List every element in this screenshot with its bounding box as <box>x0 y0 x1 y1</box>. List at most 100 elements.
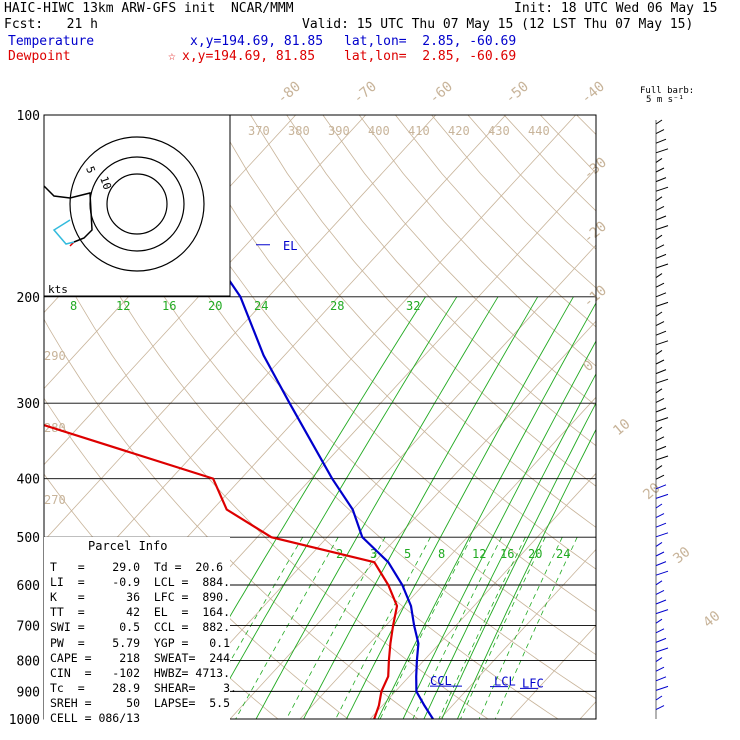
parcel-info-panel: Parcel Info T = 29.0 Td = 20.6 LI = -0.9 … <box>44 537 237 727</box>
wind-barb <box>655 695 663 701</box>
dewpoint-latlon: lat,lon= 2.85, -60.69 <box>344 49 517 64</box>
hodograph-ring-label: 10 <box>97 175 114 192</box>
isotherm <box>0 115 16 719</box>
mixing-label-upper: 20 <box>208 299 222 313</box>
parcel-row: LI = -0.9 LCL = 884. <box>50 575 231 590</box>
dry-adiabat <box>213 115 596 528</box>
mixing-ratio-line <box>206 296 458 719</box>
isotherm-label-right: 0 <box>580 357 597 375</box>
mixing-label-upper: 16 <box>162 299 176 313</box>
isotherm <box>44 115 436 542</box>
isotherm-label-top: -50 <box>502 79 532 108</box>
theta-e-label: 420 <box>448 124 470 138</box>
dry-adiabat <box>613 115 740 719</box>
wind-barb <box>655 138 667 144</box>
pressure-label-1000: 1000 <box>9 713 40 728</box>
theta-e-label: 370 <box>248 124 270 138</box>
dry-adiabat <box>177 115 596 570</box>
wind-barb <box>655 657 663 663</box>
wind-barb <box>655 628 665 634</box>
parcel-row: CAPE = 218 SWEAT= 244 <box>50 650 231 665</box>
isotherm-label-right: -20 <box>580 219 610 248</box>
wind-barb <box>655 484 667 490</box>
wind-barb <box>655 637 667 643</box>
wind-barb <box>655 705 665 711</box>
wind-barb <box>655 129 665 135</box>
wind-barb <box>655 493 669 499</box>
wind-barb <box>655 148 669 154</box>
wind-barb <box>655 618 663 624</box>
pressure-label-700: 700 <box>17 619 40 634</box>
wind-barb <box>655 349 663 355</box>
dry-adiabat <box>286 115 596 447</box>
moist-adiabat-line <box>335 537 431 719</box>
moist-adiabat-line <box>438 537 526 719</box>
pressure-label-900: 900 <box>17 685 40 700</box>
wind-barb <box>655 263 669 269</box>
wind-barb <box>655 369 667 375</box>
wind-barb <box>655 119 663 125</box>
isotherm <box>229 320 596 719</box>
pressure-label-200: 200 <box>17 291 40 306</box>
wind-barb <box>655 561 667 567</box>
wind-barb <box>655 225 669 231</box>
theta-label: 290 <box>44 349 66 363</box>
parcel-row: K = 36 LFC = 890. <box>50 590 231 605</box>
parcel-row: TT = 42 EL = 164. <box>50 605 231 620</box>
isotherm-label-right: 30 <box>670 544 693 567</box>
moist-adiabat-line <box>460 537 546 719</box>
wind-barb <box>655 301 669 307</box>
mixing-label-lower: 12 <box>472 547 486 561</box>
isotherm <box>579 701 596 719</box>
wind-barb <box>655 426 663 432</box>
pressure-label-100: 100 <box>17 109 40 124</box>
isotherm-label-right: 20 <box>640 480 663 503</box>
dry-adiabat <box>250 115 596 487</box>
dry-adiabat <box>467 115 596 250</box>
forecast-hour: Fcst: 21 h <box>4 17 98 32</box>
parcel-row: CIN = -102 HWBZ= 4713. <box>50 665 231 680</box>
wind-barb <box>655 474 665 480</box>
wind-barb <box>655 580 663 586</box>
isotherm <box>44 115 506 618</box>
mixing-label-upper: 28 <box>330 299 344 313</box>
wind-barb <box>655 503 663 509</box>
wind-barb <box>655 321 665 327</box>
wind-barb <box>655 273 663 279</box>
wind-barb <box>655 609 669 615</box>
moist-adiabat-line <box>286 537 386 719</box>
wind-barb <box>655 205 665 211</box>
dry-adiabat <box>44 318 419 719</box>
mixing-label-lower: 20 <box>528 547 542 561</box>
dry-adiabat <box>44 142 559 719</box>
mixing-ratio-line <box>456 428 596 719</box>
isotherm-label-right: 10 <box>610 416 633 439</box>
mixing-label-lower: 3 <box>370 547 377 561</box>
pressure-label-300: 300 <box>17 397 40 412</box>
moist-adiabat-line <box>379 537 472 719</box>
wind-barb <box>655 666 665 672</box>
dry-adiabat <box>105 115 596 656</box>
theta-e-label: 440 <box>528 124 550 138</box>
wind-barb <box>655 513 665 519</box>
dry-adiabat <box>576 115 596 136</box>
wind-barb <box>655 570 669 576</box>
theta-e-label: 400 <box>368 124 390 138</box>
model-title: HAIC-HIWC 13km ARW-GFS init NCAR/MMM <box>4 1 294 16</box>
mixing-label-lower: 5 <box>404 547 411 561</box>
isotherm-label-top: -40 <box>578 79 608 108</box>
wind-barb <box>655 311 663 317</box>
wind-barb <box>655 522 667 528</box>
temperature-legend: Temperature <box>8 34 95 49</box>
mixing-label-upper: 12 <box>116 299 130 313</box>
barb-key-title: Full barb: <box>640 86 695 96</box>
plot-frame <box>43 114 597 720</box>
moist-adiabat-line <box>412 537 502 719</box>
dry-adiabat <box>141 115 596 613</box>
wind-barb <box>655 157 663 163</box>
isotherm <box>299 396 596 719</box>
mixing-ratio-line <box>255 296 499 719</box>
wind-barb <box>655 436 665 442</box>
mixing-label-upper: 24 <box>254 299 268 313</box>
